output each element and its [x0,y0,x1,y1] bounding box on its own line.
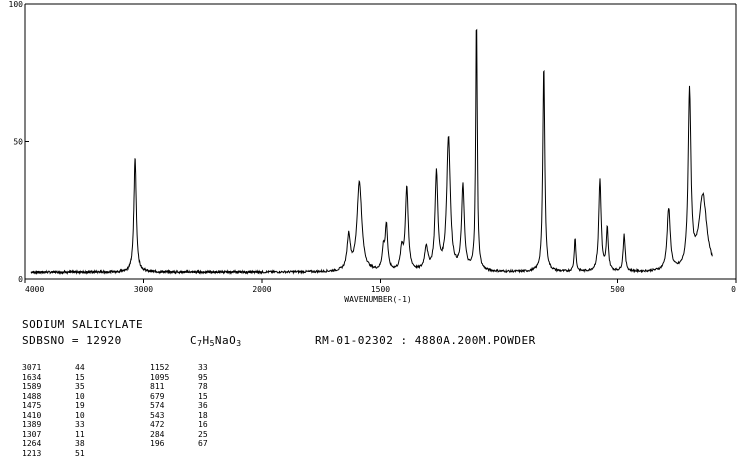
x-axis-label: WAVENUMBER(-1) [344,295,411,304]
x-tick-label-2000: 2000 [252,285,271,294]
x-tick-label-500: 500 [610,285,625,294]
peak-wavenumber-4: 574 [150,401,169,411]
peak-wavenumber-0: 3071 [22,363,41,373]
peak-wavenumber-5: 543 [150,411,169,421]
peak-intensity-1: 15 [75,373,85,383]
peak-wavenumber-2: 1589 [22,382,41,392]
y-tick-label-100: 100 [9,0,24,9]
peak-intensity-6: 16 [198,420,208,430]
compound-name: SODIUM SALICYLATE [22,318,143,331]
peak-intensity-1: 95 [198,373,208,383]
molecular-formula: C7H5NaO3 [190,334,242,348]
peak-intensity-6: 33 [75,420,85,430]
peak-intensity-7: 25 [198,430,208,440]
peak-intensity-4: 36 [198,401,208,411]
y-tick-label-50: 50 [13,138,23,147]
chart-axes [25,4,736,279]
peak-wavenumber-5: 1410 [22,411,41,421]
peak-intensity-8: 38 [75,439,85,449]
peak-wavenumber-6: 1389 [22,420,41,430]
peak-intensity-3: 10 [75,392,85,402]
peak-wavenumber-7: 1307 [22,430,41,440]
peak-intensity-2: 35 [75,382,85,392]
x-tick-label-3000: 3000 [134,285,153,294]
peak-wavenumber-0: 1152 [150,363,169,373]
peak-intensity-4: 19 [75,401,85,411]
peak-wavenumber-4: 1475 [22,401,41,411]
peak-intensity-5: 10 [75,411,85,421]
peak-intensity-7: 11 [75,430,85,440]
measurement-method: RM-01-02302 : 4880A.200M.POWDER [315,334,536,347]
peak-wavenumber-8: 1264 [22,439,41,449]
peak-intensity-0: 44 [75,363,85,373]
sdbs-number: SDBSNO = 12920 [22,334,122,347]
peak-intensity-5: 18 [198,411,208,421]
peak-wavenumber-7: 284 [150,430,169,440]
peak-intensity-8: 67 [198,439,208,449]
peak-wavenumber-2: 811 [150,382,169,392]
peak-wavenumber-1: 1095 [150,373,169,383]
chart-ticks: 4000 3000 2000 1500 500 0 0 50 100 [9,0,737,294]
peak-wavenumber-6: 472 [150,420,169,430]
peak-intensity-0: 33 [198,363,208,373]
peak-wavenumber-8: 196 [150,439,169,449]
x-tick-label-4000: 4000 [25,285,44,294]
peak-wavenumber-3: 679 [150,392,169,402]
spectrum-line [31,30,712,273]
x-tick-label-1500: 1500 [371,285,390,294]
peak-intensity-2: 78 [198,382,208,392]
y-tick-label-0: 0 [18,275,23,284]
x-tick-label-0: 0 [731,285,736,294]
raman-spectrum-chart: 4000 3000 2000 1500 500 0 0 50 100 WAVENUMBER(-1… [0,0,738,305]
peak-wavenumber-1: 1634 [22,373,41,383]
peak-wavenumber-3: 1488 [22,392,41,402]
peak-intensity-3: 15 [198,392,208,402]
